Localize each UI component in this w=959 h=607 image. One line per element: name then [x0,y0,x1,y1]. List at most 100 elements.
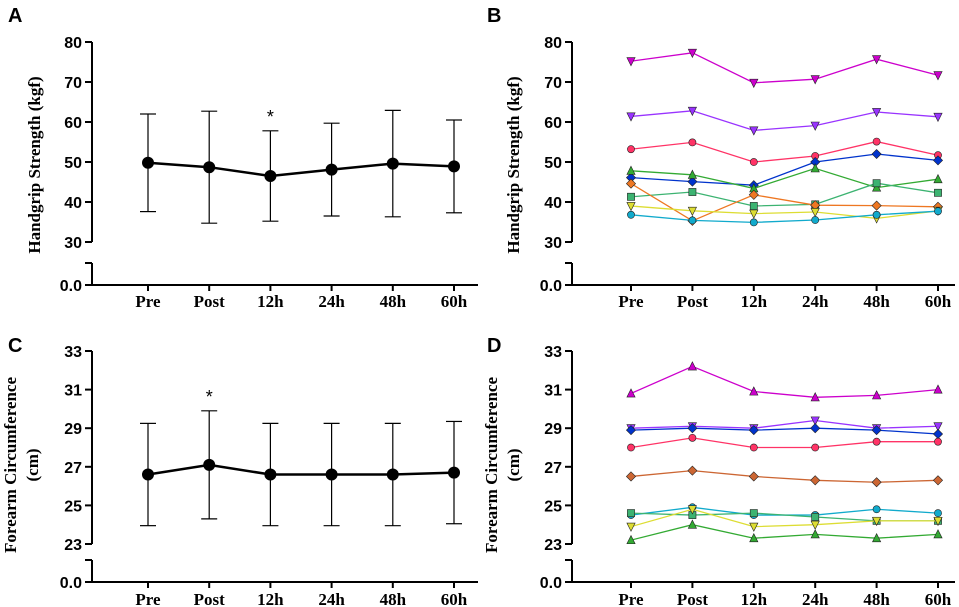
series-point-S9 [626,534,636,545]
panel-d: D Forearm Circumference (cm) 23 25 27 29 31 3… [482,335,955,607]
series-line-S3 [630,427,939,435]
series-point-S6 [688,188,697,196]
series-point-S7 [871,200,882,211]
series-line-S9 [630,210,939,224]
panel-b-x-tick-label: Pre [618,292,644,311]
panel-d-series-S6 [627,503,942,519]
panel-b-plot: 30 40 50 60 70 80 0.0 Pre Post 12h 24h 48h 60h [540,35,955,311]
panel-d-x-tick-label: 12h [741,590,768,607]
panel-a-x-tick-label: Post [194,292,226,311]
series-point-S2 [872,108,882,118]
panel-d-series-S4 [627,433,942,452]
panel-d-plot: 23 25 27 29 31 33 0.0 Pre Post 12h 24h 48h 60h [540,344,955,607]
panel-c-y-tick-label: 33 [64,344,82,361]
panel-a-y-tick-label: 30 [64,235,82,252]
series-line-S1 [630,52,939,84]
panel-b-ylabel: Handgrip Strength (kgf) [504,76,523,253]
series-line-S3 [630,140,939,163]
panel-b-series-S1 [626,48,943,89]
panel-d-series-S5 [625,465,944,488]
panel-b-series-S4 [625,148,944,191]
series-point-S7 [811,513,820,521]
series-point-S9 [687,519,697,529]
series-point-S6 [872,179,881,188]
panel-c-y-tick-label: 23 [64,537,82,554]
series-point-S5 [810,163,820,173]
panel-d-series-S3 [625,423,944,440]
series-point-S9 [627,210,635,219]
series-line-S4 [630,437,938,449]
panel-a-mean-point [325,163,338,176]
series-line-S1 [630,365,939,398]
panel-d-series-S1 [626,361,943,402]
series-point-S4 [687,176,698,187]
panel-c-mean-point [448,466,460,479]
panel-a-y-tick-label: 70 [64,75,82,92]
panel-a-y-tick-label: 40 [64,195,82,212]
panel-c-mean-point [386,468,399,481]
panel-a-x-tick-label: 48h [380,292,407,311]
panel-c-x-tick-label: Post [194,590,226,607]
panel-b-series-S6 [627,179,942,210]
panel-b-series-S5 [626,163,943,193]
series-point-S9 [749,218,758,227]
panel-c-x-tick-label: Pre [135,590,161,607]
panel-d-x-tick-label: 24h [802,590,829,607]
series-point-S1 [749,78,759,89]
panel-a-mean-point [386,157,399,170]
panel-b-x-tick-label: 12h [741,292,768,311]
series-point-S9 [872,532,882,543]
panel-b-y-tick-label-zero: 0.0 [540,278,562,295]
series-point-S8 [626,202,636,212]
series-point-S6 [872,505,881,514]
series-point-S4 [688,433,697,442]
panel-b-y-tick-label: 60 [544,115,562,132]
panel-c-x-tick-label: 60h [441,590,468,607]
panel-a-y-tick-label: 80 [64,35,82,52]
panel-d-series-S8 [626,505,943,532]
panel-letter-d: D [487,335,501,357]
panel-c-y-tick-label: 31 [64,383,82,400]
panel-c-x-tick-label: 24h [318,590,345,607]
panel-a: A Handgrip Strength (kgf) 30 40 50 60 70 80 0.… [8,5,478,311]
series-point-S3 [871,425,882,436]
panel-c-mean-point [264,468,277,481]
series-point-S5 [687,169,697,179]
series-point-S7 [748,189,759,200]
series-point-S5 [625,471,637,482]
panel-a-y-tick-label: 50 [64,155,82,172]
series-point-S5 [933,173,943,184]
series-point-S4 [811,443,820,452]
panel-c-ylabel: Forearm Circumference (cm) [1,377,42,554]
panel-b-ylabel-text: Handgrip Strength (kgf) [504,76,523,253]
series-line-S6 [630,182,939,207]
panel-c-y-tick-label-zero: 0.0 [60,575,82,592]
panel-c-y-tick-label: 27 [64,460,82,477]
series-point-S3 [688,138,697,147]
series-point-S1 [933,384,943,394]
series-point-S9 [810,529,820,539]
panel-d-y-tick-label: 31 [544,383,562,400]
series-point-S2 [933,422,943,432]
series-point-S9 [688,216,697,225]
panel-d-ylabel-line2: (cm) [504,448,523,481]
series-point-S3 [810,423,821,434]
series-point-S5 [932,475,944,486]
panel-d-y-tick-label: 29 [544,421,562,438]
series-point-S9 [934,207,942,216]
series-line-S8 [630,508,938,528]
panel-b-y-tick-label: 40 [544,195,562,212]
series-point-S9 [933,529,943,539]
series-line-S7 [630,183,939,222]
series-point-S3 [872,137,881,146]
panel-d-series-S9 [626,519,943,545]
panel-d-ylabel: Forearm Circumference (cm) [482,377,523,554]
panel-d-y-tick-label: 27 [544,460,562,477]
series-point-S6 [749,202,758,210]
panel-d-x-tick-label: 48h [863,590,890,607]
panel-d-ylabel-line1: Forearm Circumference [482,377,501,554]
series-point-S7 [627,509,635,518]
panel-c-mean-point [325,468,338,481]
series-point-S8 [749,209,759,219]
